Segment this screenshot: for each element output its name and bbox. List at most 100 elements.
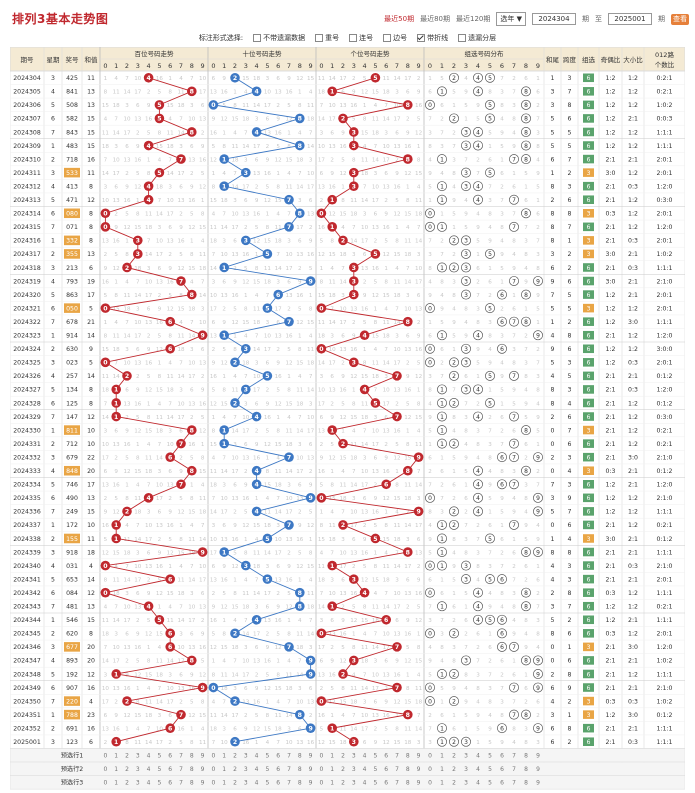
miss-value: 2 [536,469,540,475]
miss-value: 6 [244,198,248,204]
miss-value: 7 [500,198,504,204]
miss-value: 2 [464,510,468,516]
miss-value: 16 [134,401,142,407]
miss-value: 9 [341,130,345,136]
cell-issue: 2024314 [13,211,41,218]
miss-value: 6 [512,184,516,190]
preselect-digit: 4 [147,780,151,787]
miss-value: 7 [512,699,516,705]
from-issue-input[interactable]: 2024304 [532,13,576,25]
filter-polyline[interactable]: 带折线 [417,33,448,43]
cell-big-small: 2:1 [628,116,638,123]
trend-ball [111,533,121,544]
miss-value: 2 [168,496,172,502]
miss-value: 12 [177,266,184,272]
cell-sum: 8 [89,631,93,638]
miss-value: 16 [404,388,412,394]
period-link-120[interactable]: 最近120期 [456,15,491,23]
miss-value: 2 [158,293,162,299]
trend-ball-digit: 1 [330,224,334,231]
preselect-digit: 7 [287,766,291,773]
checkbox-polyline[interactable] [417,34,426,42]
miss-value: 18 [156,672,164,678]
filter-edge[interactable]: 边号 [383,33,407,43]
group-digit: 3 [464,739,468,746]
cell-prize: 918 [66,549,78,556]
preselect-digit: 5 [265,753,269,760]
miss-value: 6 [244,442,248,448]
trend-ball-digit: 9 [416,509,420,516]
trend-ball-digit: 9 [200,549,204,556]
trend-ball-digit: 1 [330,725,334,732]
miss-value: 8 [104,90,108,96]
year-select[interactable]: 选年 ▼ [496,12,526,26]
miss-value: 12 [296,76,303,82]
miss-value: 2 [488,659,492,665]
cell-weekday: 1 [51,522,55,529]
miss-value: 1 [406,184,410,190]
miss-value: 11 [393,279,401,285]
miss-value: 4 [452,428,456,434]
checkbox-edge[interactable] [383,34,392,42]
cell-span: 6 [568,441,572,448]
miss-value: 4 [452,306,456,312]
checkbox-consecutive[interactable] [349,34,358,42]
miss-value: 16 [231,293,239,299]
miss-value: 1 [384,510,388,516]
group-type-badge [583,87,594,96]
miss-value: 14 [329,320,337,326]
trend-ball [154,100,165,110]
header-digit: 3 [244,62,248,70]
cell-tail: 6 [551,156,555,163]
miss-value: 6 [500,659,504,665]
checkbox-repeat[interactable] [315,34,324,42]
checkbox-no-miss[interactable] [253,34,262,42]
miss-value: 3 [136,550,140,556]
go-button[interactable]: 查看 [671,13,689,25]
preselect-digit: 5 [157,766,161,773]
miss-value: 3 [222,726,226,732]
group-ball [473,194,483,205]
miss-value: 9 [524,279,528,285]
miss-value: 8 [168,90,172,96]
miss-value: 10 [285,252,293,258]
miss-value: 5 [395,442,399,448]
miss-value: 11 [383,320,391,326]
period-link-80[interactable]: 最近80期 [420,15,450,23]
miss-value: 12 [264,442,271,448]
trend-ball-digit: 6 [168,576,172,583]
period-link-50[interactable]: 最近50期 [384,15,415,23]
checkbox-miss-layer[interactable] [458,34,467,42]
miss-value: 15 [275,686,283,692]
preselect-digit: 6 [384,780,388,787]
group-ball [473,479,483,490]
filter-repeat[interactable]: 重号 [315,33,339,43]
miss-value: 8 [330,239,334,245]
preselect-digit: 0 [211,780,215,787]
trend-ball [208,100,219,110]
miss-value: 4 [464,76,468,82]
miss-value: 7 [536,483,540,489]
miss-value: 12 [231,320,238,326]
miss-value: 10 [372,428,380,434]
miss-value: 5 [147,130,151,136]
filter-no-miss[interactable]: 不带遗漏数据 [253,33,305,43]
filter-consecutive[interactable]: 连号 [349,33,373,43]
group-ball [509,316,519,327]
cell-road-ratio: 2:0:1 [657,360,673,367]
miss-value: 5 [309,266,313,272]
miss-value: 5 [212,632,216,638]
filter-miss-layer[interactable]: 遗漏分层 [458,33,496,43]
cell-tail: 5 [551,305,555,312]
cell-group-type: 6 [587,576,591,583]
miss-value: 7 [190,76,194,82]
trend-ball-digit: 2 [125,698,129,705]
miss-value: 15 [372,90,380,96]
miss-value: 6 [266,117,270,123]
group-ball [509,276,519,286]
miss-value: 11 [339,483,347,489]
miss-value: 6 [440,591,444,597]
trend-ball [219,547,229,557]
to-issue-input[interactable]: 2025001 [608,13,652,25]
miss-value: 3 [488,442,492,448]
